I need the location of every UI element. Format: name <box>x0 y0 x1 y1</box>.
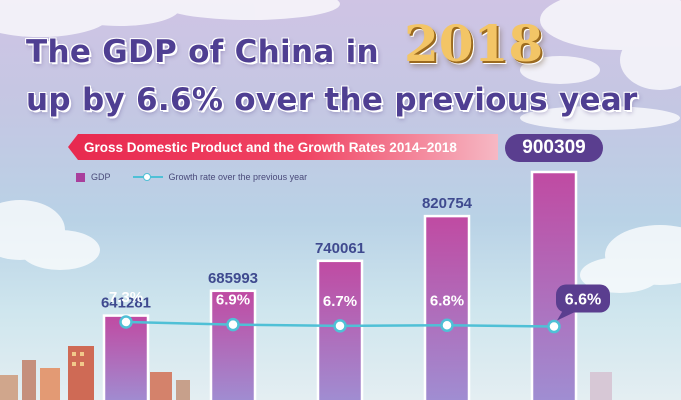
growth-point-2016 <box>333 319 347 333</box>
legend-gdp-swatch <box>76 172 85 182</box>
growth-rate-label-2014: 7.3% <box>109 289 143 306</box>
growth-rate-callout-2018: 6.6% <box>556 284 610 321</box>
growth-point-2015 <box>226 317 240 332</box>
title-year: 2018 <box>404 14 544 73</box>
growth-point-2017 <box>440 318 454 332</box>
gdp-bar-2017 <box>423 214 471 400</box>
chart-subtitle-banner: Gross Domestic Product and the Growth Ra… <box>68 134 498 160</box>
legend-gdp-label: GDP <box>91 172 111 182</box>
chart-subtitle: Gross Domestic Product and the Growth Ra… <box>84 139 457 155</box>
legend-growth-label: Growth rate over the previous year <box>168 172 308 182</box>
page-title-line-1: The GDP of China in <box>26 34 379 70</box>
chart-legend: GDP Growth rate over the previous year <box>76 172 307 182</box>
growth-rate-label-2015: 6.9% <box>216 292 250 309</box>
highlight-gdp-value: 900309 <box>505 134 603 162</box>
gdp-value-label-2015: 685993 <box>208 270 258 287</box>
gdp-value-label-2017: 820754 <box>422 195 473 212</box>
gdp-value-label-2016: 740061 <box>315 240 365 257</box>
growth-rate-label-2017: 6.8% <box>430 292 464 309</box>
gdp-bar-2015 <box>209 289 257 400</box>
page-title-line-2: up by 6.6% over the previous year <box>26 82 638 118</box>
growth-point-2018 <box>547 319 561 334</box>
growth-point-2014 <box>119 315 133 329</box>
legend-growth-line-icon <box>132 172 163 182</box>
growth-rate-label-2018: 6.6% <box>565 292 601 309</box>
gdp-bar-2014 <box>102 314 150 400</box>
gdp-value-label-2014: 641281 <box>101 295 151 312</box>
growth-rate-label-2016: 6.7% <box>323 293 357 310</box>
